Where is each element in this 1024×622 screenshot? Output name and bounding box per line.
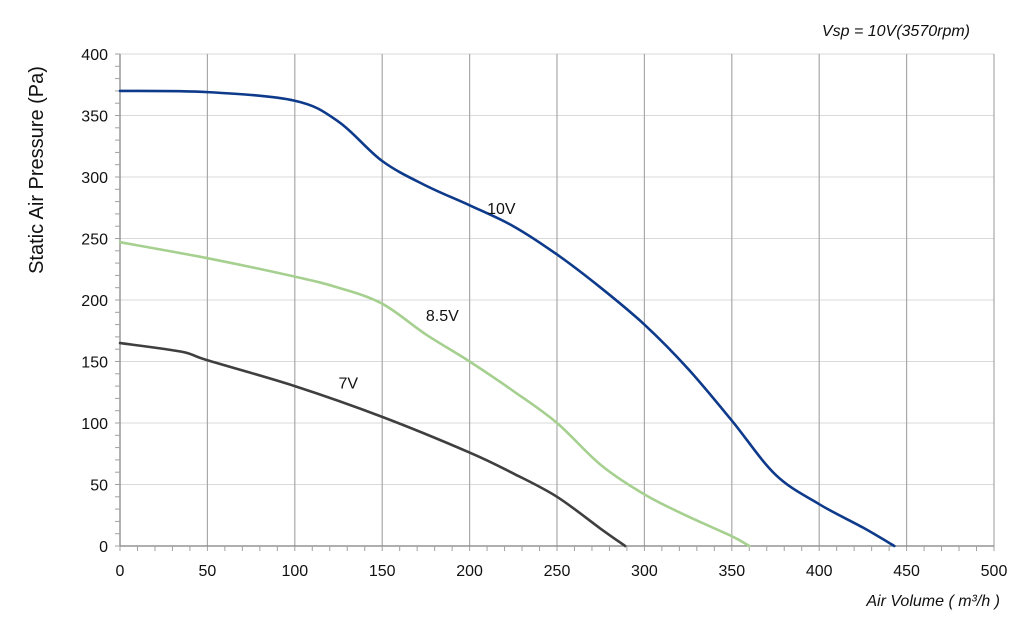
y-tick-label: 350 bbox=[81, 109, 108, 126]
chart-subtitle: Vsp = 10V(3570rpm) bbox=[822, 23, 970, 40]
y-tick-label: 150 bbox=[81, 355, 108, 372]
x-tick-label: 150 bbox=[369, 563, 396, 580]
y-axis-title: Static Air Pressure (Pa) bbox=[26, 66, 48, 274]
y-tick-label: 200 bbox=[81, 293, 108, 310]
y-tick-label: 50 bbox=[90, 478, 108, 495]
y-tick-label: 100 bbox=[81, 416, 108, 433]
x-axis-title: Air Volume ( m³/h ) bbox=[865, 593, 1000, 610]
series-line-8-5v bbox=[118, 240, 751, 548]
series-label-7v: 7V bbox=[339, 376, 359, 393]
x-tick-label: 250 bbox=[544, 563, 571, 580]
series-label-8-5v: 8.5V bbox=[426, 308, 459, 325]
y-tick-label: 400 bbox=[81, 47, 108, 64]
x-tick-label: 450 bbox=[893, 563, 920, 580]
series-line-7v bbox=[118, 341, 627, 548]
grid-layer bbox=[120, 53, 995, 546]
x-tick-label: 350 bbox=[718, 563, 745, 580]
x-tick-label: 200 bbox=[456, 563, 483, 580]
series-layer bbox=[118, 89, 896, 548]
x-tick-label: 100 bbox=[281, 563, 308, 580]
x-tick-label: 500 bbox=[981, 563, 1008, 580]
y-tick-label: 300 bbox=[81, 170, 108, 187]
label-layer: 10V 8.5V 7V bbox=[339, 201, 516, 393]
series-label-10v: 10V bbox=[487, 201, 516, 218]
y-tick-label: 250 bbox=[81, 232, 108, 249]
x-tick-label: 0 bbox=[116, 563, 125, 580]
x-tick-label: 400 bbox=[806, 563, 833, 580]
x-tick-label: 50 bbox=[199, 563, 217, 580]
axis-layer: 0 50 100 150 200 250 300 350 400 0 50 100 150 200 250 3… bbox=[81, 47, 1007, 580]
y-tick-label: 0 bbox=[99, 539, 108, 556]
series-line-10v bbox=[118, 89, 896, 548]
x-tick-label: 300 bbox=[631, 563, 658, 580]
